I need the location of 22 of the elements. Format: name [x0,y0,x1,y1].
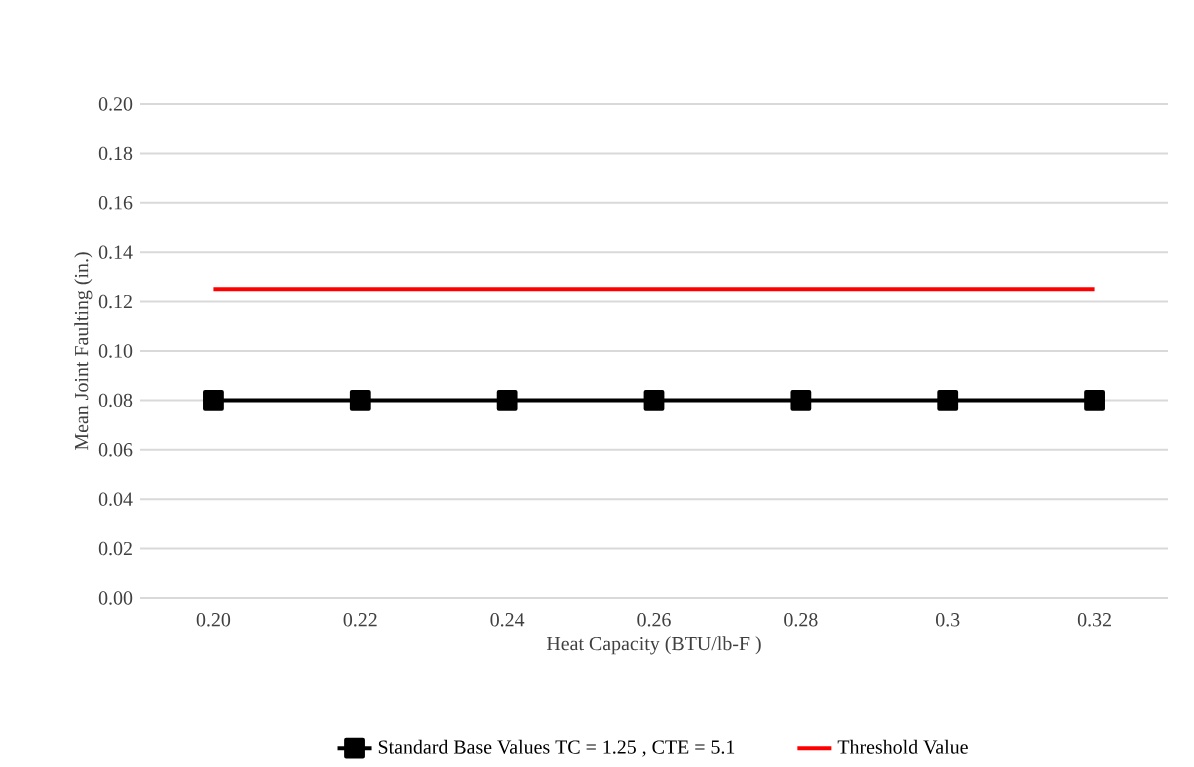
x-tick-label: 0.26 [637,613,671,627]
x-tick-label: 0.20 [196,613,231,627]
x-tick-label: 0.22 [343,613,377,627]
x-tick-label: 0.24 [490,613,525,627]
y-tick-label: 0.20 [98,97,133,111]
x-tick-label: 0.28 [784,613,818,627]
y-tick-label: 0.00 [98,591,133,605]
y-tick-label: 0.12 [98,294,132,309]
x-tick-label: 0.3 [936,613,960,627]
y-tick-label: 0.06 [98,443,133,457]
y-tick-label: 0.14 [98,245,133,259]
y-tick-label: 0.16 [98,196,133,210]
y-axis-title: Mean Joint Faulting (in.) [74,252,93,451]
y-tick-label: 0.02 [98,541,132,556]
y-tick-label: 0.04 [98,492,133,506]
legend-label: Threshold Value [837,739,968,754]
x-tick-label: 0.32 [1077,613,1111,627]
y-tick-label: 0.18 [98,146,133,161]
y-tick-label: 0.10 [98,344,133,358]
y-tick-label: 0.08 [98,393,133,408]
legend-label: Standard Base Values TC = 1.25 , CTE = 5.1 [378,739,735,757]
x-axis-title: Heat Capacity (BTU/lb-F ) [546,636,761,655]
